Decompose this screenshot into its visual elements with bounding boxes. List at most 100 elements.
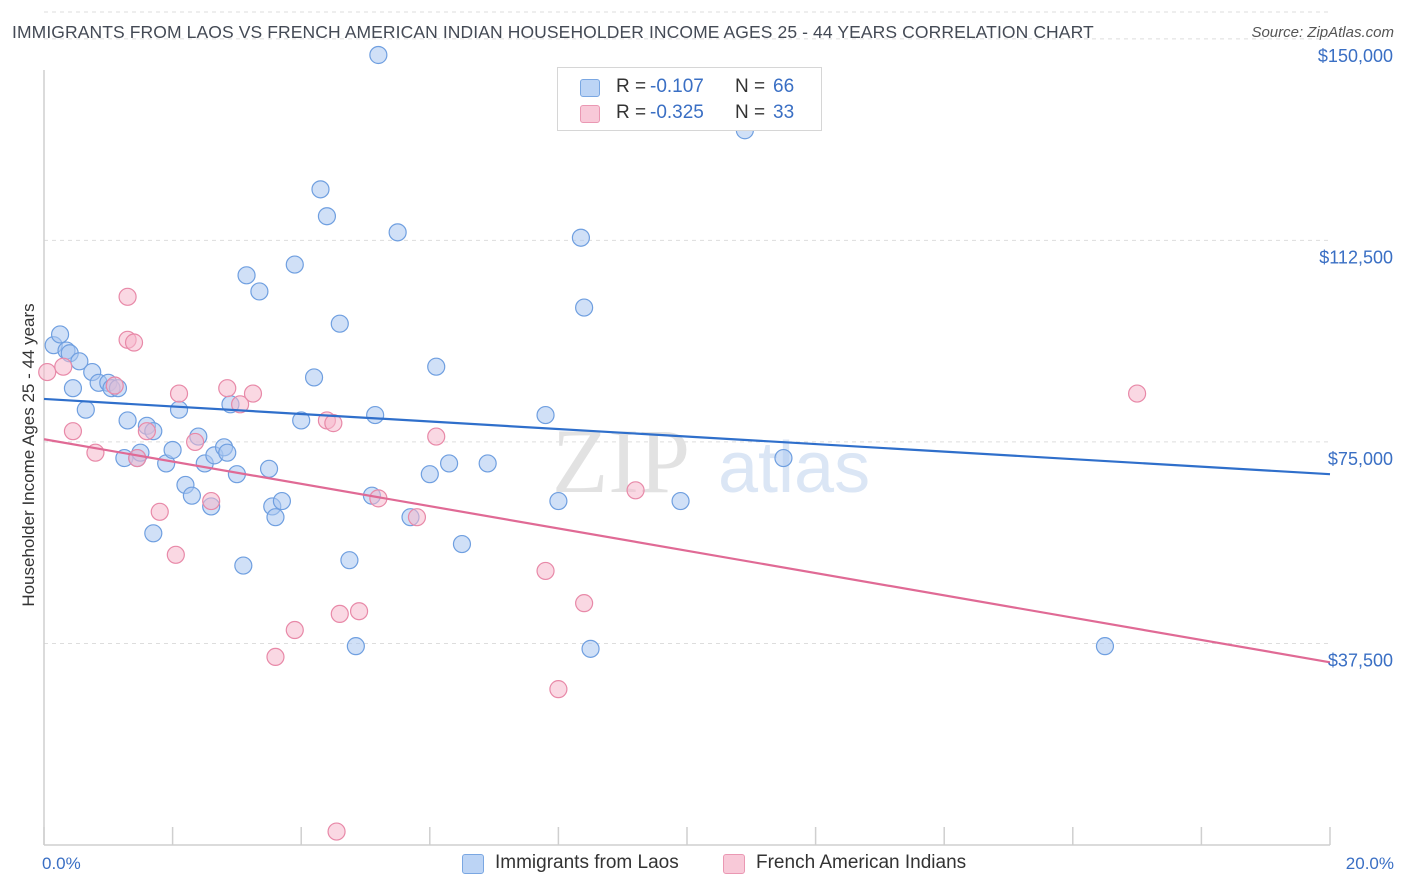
data-point [118,411,137,430]
r-label: R = [616,102,647,123]
data-point [349,602,369,621]
data-point [202,491,221,511]
data-point [76,400,95,419]
data-point [266,647,285,667]
data-point [163,440,182,460]
data-point [144,524,163,543]
r-value: -0.107 [650,76,704,97]
data-point [452,534,472,554]
data-point [626,481,645,500]
data-point [536,561,555,581]
y-tick-label: $150,000 [1318,46,1393,66]
legend-swatch-pink [580,105,600,123]
data-point [234,556,253,575]
data-point [63,379,83,398]
data-point [150,502,169,521]
data-point [1095,637,1115,656]
data-point [407,508,427,527]
data-point [63,422,83,441]
data-point [70,352,89,371]
data-point [186,432,205,452]
x-tick-label-max: 20.0% [1346,854,1394,873]
data-point [420,465,439,484]
data-point [549,491,568,511]
data-point [330,604,349,624]
r-value: -0.325 [650,102,704,123]
legend-swatch-blue [462,854,484,874]
data-point [311,180,330,199]
x-tick-label-min: 0.0% [42,854,81,873]
data-point [571,228,591,247]
data-point [118,287,137,306]
data-point [285,255,304,274]
data-point [237,266,256,285]
data-point [243,384,263,403]
data-point [774,448,793,468]
series-french-american-indians [38,287,1147,841]
y-tick-label: $112,500 [1319,247,1393,267]
series-immigrants-from-laos [44,45,1115,658]
data-point [549,680,568,699]
legend-swatch-blue [580,79,600,97]
y-tick-label: $75,000 [1328,449,1393,469]
data-point [169,400,189,419]
data-point [231,395,250,414]
watermark-zip: ZIP [552,410,690,512]
data-point [427,427,446,446]
data-point [292,411,311,430]
legend-label: French American Indians [756,852,967,873]
data-point [1127,384,1147,403]
data-point [166,545,185,564]
r-label: R = [616,76,647,97]
n-label: N = [735,102,766,123]
data-point [259,459,279,478]
data-point [266,508,285,527]
data-point [427,357,446,376]
data-point [340,551,359,570]
data-point [50,325,70,344]
data-point [137,422,156,441]
data-point [388,223,407,242]
data-point [272,491,292,511]
data-point [536,405,555,425]
data-point [575,594,594,613]
y-tick-label: $37,500 [1328,650,1393,670]
source-credit: Source: ZipAtlas.com [1251,24,1394,41]
data-point [54,357,73,376]
data-point [250,282,269,301]
data-point [105,376,124,395]
n-value: 33 [773,102,795,123]
data-point [575,298,594,317]
legend-label: Immigrants from Laos [495,852,679,873]
data-point [366,405,385,425]
watermark: ZIP atlas [552,410,870,512]
series-legend: Immigrants from Laos French American Ind… [0,852,1406,878]
data-point [478,454,497,473]
legend-swatch-pink [723,854,745,874]
data-point [218,443,237,462]
data-point [304,368,324,387]
data-point [327,822,346,841]
data-point [369,45,388,65]
data-point [38,362,57,382]
trend-lines [43,397,1331,664]
data-point [346,637,365,656]
data-point [671,491,690,511]
correlation-legend: R = -0.107 N = 66 R = -0.325 N = 33 [557,67,822,131]
x-ticks [43,827,1331,845]
grid-lines [44,11,1330,644]
data-point [324,414,343,433]
data-point [218,379,237,398]
n-label: N = [735,76,766,97]
data-point [285,620,304,640]
data-point [182,486,201,505]
chart-title: IMMIGRANTS FROM LAOS VS FRENCH AMERICAN … [12,22,1094,42]
y-axis-label: Householder Income Ages 25 - 44 years [19,303,38,606]
n-value: 66 [773,76,795,97]
data-point [128,448,147,468]
watermark-atlas: atlas [718,428,870,508]
y-tick-labels: $37,500 $75,000 $112,500 $150,000 [1318,46,1393,671]
trend-line-laos [43,397,1331,476]
trend-line-french-american-indians [43,438,1331,664]
